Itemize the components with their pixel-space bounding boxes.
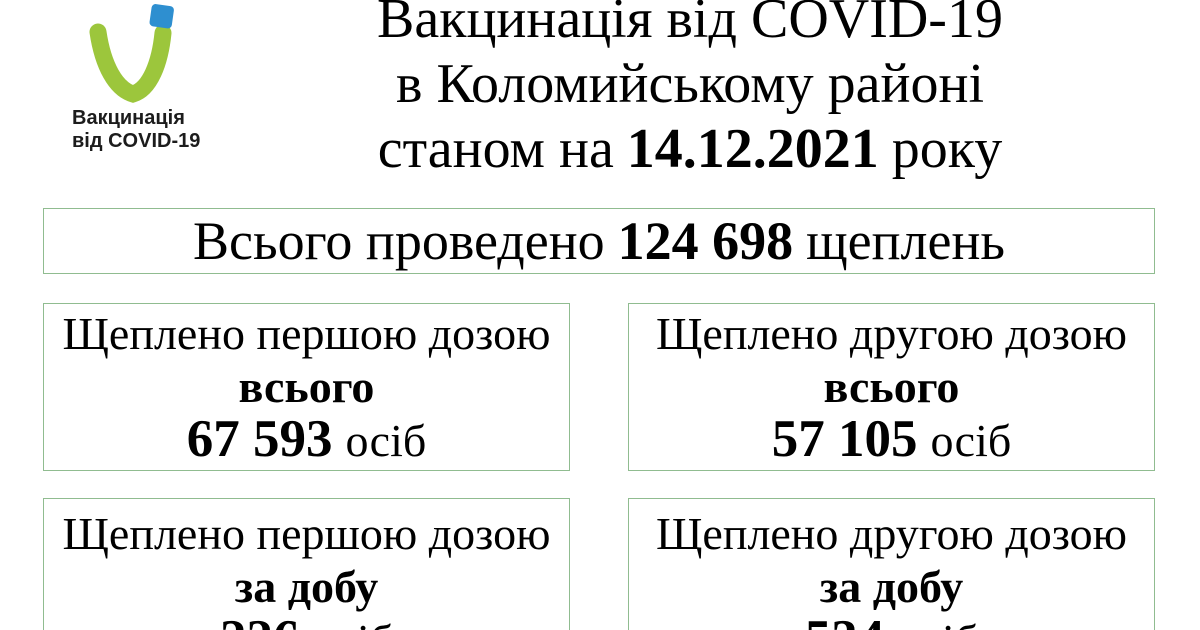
logo-caption-line2: від COVID-19 — [72, 130, 201, 152]
card-unit: осіб — [897, 615, 978, 630]
card-scope: всього — [823, 361, 960, 412]
card-value: 57 105 — [771, 410, 918, 468]
card-unit: осіб — [312, 615, 393, 630]
card-value-line: 57 105 осіб — [629, 413, 1154, 467]
card-scope: за добу — [819, 561, 964, 612]
title-line3: станом на 14.12.2021 року — [378, 118, 1002, 180]
title-line3-prefix: станом на — [377, 118, 614, 180]
card-unit: осіб — [345, 415, 427, 466]
vaccination-v-icon — [89, 4, 174, 103]
title-line2: в Коломийському районі — [396, 53, 984, 115]
total-label-suffix: щеплень — [806, 211, 1005, 271]
report-date: 14.12.2021 — [626, 118, 879, 180]
page-title: Вакцинація від COVID-19 в Коломийському … — [305, 0, 1075, 182]
logo-caption: Вакцинація від COVID-19 — [72, 107, 200, 153]
card-title: Щеплено другою дозою — [656, 308, 1127, 359]
card-value: 534 — [805, 610, 885, 630]
title-line3-suffix: року — [891, 118, 1003, 180]
card-title: Щеплено першою дозою — [62, 308, 551, 359]
card-first-dose-total: Щеплено першою дозою всього 67 593 осіб — [43, 303, 570, 471]
card-unit: осіб — [930, 415, 1012, 466]
card-value-line: 67 593 осіб — [44, 413, 569, 467]
total-value: 124 698 — [617, 211, 794, 271]
card-title: Щеплено другою дозою — [656, 508, 1127, 559]
card-scope: всього — [238, 361, 375, 412]
title-line1: Вакцинація від COVID-19 — [377, 0, 1003, 50]
card-value-line: 534 осіб — [629, 613, 1154, 630]
vaccination-logo: Вакцинація від COVID-19 — [72, 0, 295, 153]
card-title: Щеплено першою дозою — [62, 508, 551, 559]
total-label-prefix: Всього проведено — [193, 211, 605, 271]
card-first-dose-daily: Щеплено першою дозою за добу 226 осіб — [43, 498, 570, 630]
total-vaccinations-box: Всього проведено 124 698 щеплень — [43, 208, 1155, 274]
card-value: 226 — [220, 610, 300, 630]
card-second-dose-total: Щеплено другою дозою всього 57 105 осіб — [628, 303, 1155, 471]
card-scope: за добу — [234, 561, 379, 612]
card-value-line: 226 осіб — [44, 613, 569, 630]
card-second-dose-daily: Щеплено другою дозою за добу 534 осіб — [628, 498, 1155, 630]
logo-caption-line1: Вакцинація — [72, 107, 185, 129]
card-value: 67 593 — [186, 410, 333, 468]
